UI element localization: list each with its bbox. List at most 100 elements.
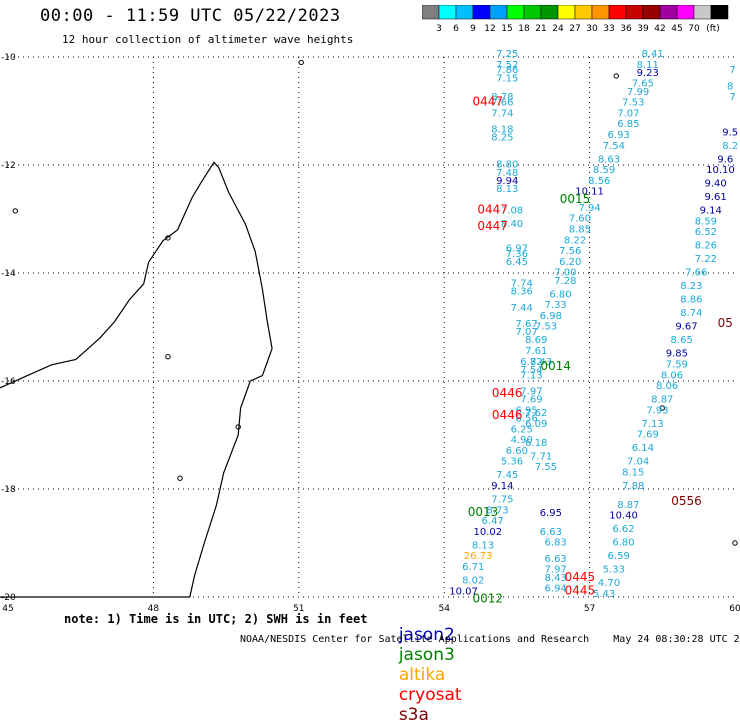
wave-height-value: 6.63 bbox=[540, 527, 562, 538]
wave-height-value: 7.61 bbox=[525, 346, 547, 357]
wave-height-value: 9.85 bbox=[666, 349, 688, 360]
pass-number-label: 0012 bbox=[473, 591, 504, 605]
wave-height-value: 8.43 bbox=[545, 573, 567, 584]
wave-height-value: 10.02 bbox=[473, 527, 502, 538]
wave-height-value: 7 bbox=[729, 65, 735, 76]
pass-number-label: 0556 bbox=[671, 494, 702, 508]
wave-height-value: 7.13 bbox=[520, 370, 542, 381]
wave-height-value: 7.13 bbox=[641, 419, 663, 430]
pass-labels: 0447 0447 0447 0015 0014 0446 0446 0556 0013 0445… bbox=[468, 95, 733, 606]
wave-height-value: 6.71 bbox=[462, 562, 484, 573]
wave-height-value: 7.86 bbox=[496, 65, 518, 76]
scale-label: 21 bbox=[535, 24, 546, 34]
scale-label: 27 bbox=[569, 24, 580, 34]
wave-height-value: 7.67 bbox=[515, 319, 537, 330]
wave-height-value: 6.95 bbox=[540, 508, 562, 519]
wave-height-value: 8.18 bbox=[491, 125, 513, 136]
wave-height-value: 8.43 bbox=[530, 357, 552, 368]
wave-height-value: 8.78 bbox=[491, 92, 513, 103]
madagascar-coastline bbox=[0, 161, 273, 598]
wave-height-value: 7.97 bbox=[545, 565, 567, 576]
scale-swatch bbox=[710, 5, 729, 20]
lon-label: 48 bbox=[148, 604, 160, 614]
wave-height-value: 8.69 bbox=[525, 335, 547, 346]
wave-height-value: 7.94 bbox=[578, 203, 600, 214]
wave-height-value: 10.10 bbox=[706, 165, 735, 176]
pass-number-label: 0446 bbox=[492, 386, 523, 400]
wave-height-value: 6.80 bbox=[549, 289, 571, 300]
credit-line: NOAA/NESDIS Center for Satellite Applica… bbox=[240, 634, 740, 645]
pass-number-label: 0015 bbox=[560, 192, 591, 206]
wave-height-value: 7.00 bbox=[554, 268, 576, 279]
wave-height-value: 7.66 bbox=[491, 98, 513, 109]
legend-jason2: jason2 bbox=[398, 625, 455, 645]
wave-height-value: 9.14 bbox=[700, 206, 722, 217]
wave-height-value: 10.07 bbox=[449, 586, 478, 597]
wave-height-value: 8.25 bbox=[491, 133, 513, 144]
island-outline bbox=[165, 235, 171, 241]
wave-height-value: 7.48 bbox=[496, 168, 518, 179]
wave-height-value: 8.06 bbox=[656, 381, 678, 392]
wave-height-value: 8.22 bbox=[564, 235, 586, 246]
wave-height-value: 8.87 bbox=[617, 500, 639, 511]
wave-height-value: 8.13 bbox=[472, 540, 494, 551]
wave-height-value: 9.67 bbox=[675, 322, 697, 333]
wave-height-value: 8.59 bbox=[593, 165, 615, 176]
scale-label: 15 bbox=[501, 24, 512, 34]
pass-number-label: 0014 bbox=[540, 359, 571, 373]
wave-height-value: 6.45 bbox=[506, 257, 528, 268]
wave-height-value: 7.25 bbox=[496, 49, 518, 60]
wave-height-value: 7.75 bbox=[491, 495, 513, 506]
scale-label: 42 bbox=[654, 24, 665, 34]
wave-height-value: 8.74 bbox=[680, 308, 702, 319]
scale-label: 36 bbox=[620, 24, 632, 34]
wave-height-value: 6.97 bbox=[506, 243, 528, 254]
lat-label: -14 bbox=[1, 269, 16, 279]
wave-height-value: 7.69 bbox=[637, 430, 659, 441]
wave-height-value: 8.86 bbox=[680, 295, 702, 306]
wave-height-value: 7.88 bbox=[622, 481, 644, 492]
pass-number-label: 0445 bbox=[565, 570, 596, 584]
wave-height-value: 8.11 bbox=[637, 60, 659, 71]
wave-height-value: 7.07 bbox=[515, 327, 537, 338]
wave-height-value: 9.61 bbox=[704, 192, 726, 203]
wave-height-value: 6.83 bbox=[545, 538, 567, 549]
wave-height-value: 6.98 bbox=[540, 311, 562, 322]
island-outline bbox=[613, 73, 619, 79]
island-outline bbox=[12, 208, 18, 214]
wave-height-value: 6.85 bbox=[617, 119, 639, 130]
wave-height-value: 7 bbox=[729, 92, 735, 103]
wave-height-value: 8.87 bbox=[651, 395, 673, 406]
wave-height-value: 7.65 bbox=[632, 79, 654, 90]
pass-number-label: 0446 bbox=[492, 408, 523, 422]
wave-height-value: 8.73 bbox=[486, 505, 508, 516]
wave-height-value: 7.99 bbox=[627, 87, 649, 98]
wave-height-value: 7.15 bbox=[496, 73, 518, 84]
wave-height-value: 6.60 bbox=[506, 446, 528, 457]
legend-s3a: s3a bbox=[398, 705, 429, 725]
map-grid bbox=[8, 56, 735, 598]
wave-height-value: 7.45 bbox=[496, 470, 518, 481]
lat-label: -10 bbox=[1, 53, 16, 63]
pass-number-label: 0447 bbox=[473, 95, 504, 109]
color-scale: 3 6 9 12 15 18 21 24 27 30 33 36 39 42 45 70 (ft) bbox=[422, 5, 729, 34]
pass-number-label: 0013 bbox=[468, 505, 499, 519]
wave-height-value: 6.14 bbox=[632, 443, 654, 454]
wave-height-value: 8.06 bbox=[661, 370, 683, 381]
wave-height-value: 7.71 bbox=[530, 451, 552, 462]
wave-height-value: 7.62 bbox=[525, 408, 547, 419]
wave-height-value: 8.40 bbox=[501, 219, 523, 230]
page-subtitle: 12 hour collection of altimeter wave hei… bbox=[62, 33, 354, 46]
legend-jason3: jason3 bbox=[398, 645, 455, 665]
wave-height-value: 7.56 bbox=[559, 246, 581, 257]
wave-height-value: 8.26 bbox=[695, 241, 717, 252]
wave-height-value: 8.36 bbox=[511, 287, 533, 298]
wave-height-value: 6.59 bbox=[608, 551, 630, 562]
wave-height-value: 8.65 bbox=[671, 335, 693, 346]
wave-height-value: 8.15 bbox=[622, 468, 644, 479]
wave-height-value: 7.52 bbox=[496, 60, 518, 71]
wave-height-value: 9.5 bbox=[722, 127, 738, 138]
wave-height-value: 8.13 bbox=[496, 184, 518, 195]
wave-height-value: 7.22 bbox=[695, 254, 717, 265]
